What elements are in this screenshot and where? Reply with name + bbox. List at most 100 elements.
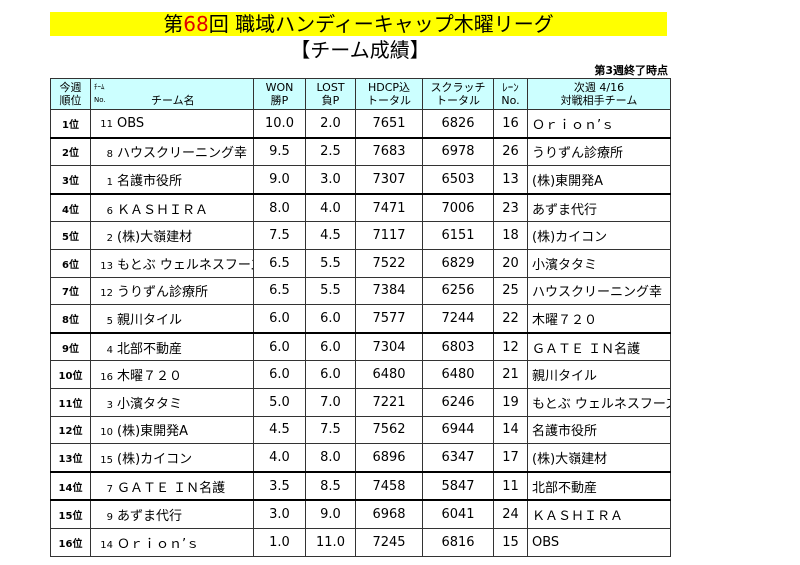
cell-hdcp: 7683 [355, 136, 423, 167]
cell-opponent: (株)カイコン [527, 221, 671, 250]
team-name: うりずん診療所 [117, 285, 209, 301]
cell-scratch: 6978 [422, 136, 494, 167]
title-suffix: 回 職域ハンディーキャップ木曜リーグ [208, 12, 554, 36]
cell-team: 9 あずま代行 [90, 499, 254, 529]
table-row: 12位 10 (株)東開発A 4.5 7.5 7562 6944 14 名護市役所 [50, 415, 671, 445]
header-team: ﾁｰﾑ No. チーム名 [90, 78, 254, 110]
team-name: ＫＡＳＨＩＲＡ [117, 202, 209, 218]
cell-won: 1.0 [253, 527, 306, 557]
cell-team: 16 木曜７２０ [90, 360, 254, 389]
cell-lost: 7.5 [305, 415, 356, 445]
team-name: 木曜７２０ [117, 369, 183, 385]
team-no: 5 [106, 315, 113, 327]
team-name: (株)東開発A [117, 424, 189, 440]
header-scratch: スクラッチ トータル [422, 78, 494, 110]
cell-won: 5.0 [253, 387, 306, 417]
cell-won: 9.0 [253, 165, 306, 195]
cell-won: 3.0 [253, 499, 306, 529]
cell-lost: 2.0 [305, 108, 356, 139]
cell-lane: 24 [493, 499, 528, 529]
cell-lost: 4.0 [305, 192, 356, 223]
team-no: 10 [100, 427, 113, 439]
cell-lane: 23 [493, 192, 528, 223]
header-next-opponent: 次週 4/16 対戦相手チーム [527, 78, 671, 110]
cell-opponent: 親川タイル [527, 360, 671, 389]
cell-team: 11 OBS [90, 108, 254, 139]
cell-lane: 16 [493, 108, 528, 139]
team-name: ハウスクリーニング幸 [117, 146, 248, 162]
cell-hdcp: 6968 [355, 499, 423, 529]
cell-won: 6.0 [253, 304, 306, 334]
cell-team: 4 北部不動産 [90, 331, 254, 362]
cell-opponent: 名護市役所 [527, 415, 671, 445]
title-prefix: 第 [163, 12, 184, 36]
cell-rank: 2位 [50, 136, 91, 167]
cell-rank: 10位 [50, 360, 91, 389]
cell-lane: 17 [493, 443, 528, 473]
cell-team: 10 (株)東開発A [90, 415, 254, 445]
cell-rank: 13位 [50, 443, 91, 473]
team-name: 親川タイル [117, 312, 183, 328]
page-subtitle: 【チーム成績】 [290, 38, 430, 62]
header-lost: LOST 負P [305, 78, 356, 110]
team-no: 11 [100, 118, 113, 130]
standings-table: 今週 順位 ﾁｰﾑ No. チーム名 WON 勝P LOST 負P HDCP込 トータル ス… [50, 78, 671, 557]
cell-team: 15 (株)カイコン [90, 443, 254, 473]
cell-scratch: 6944 [422, 415, 494, 445]
cell-won: 3.5 [253, 470, 306, 501]
cell-opponent: Ｏｒｉｏｎ’ｓ [527, 108, 671, 139]
cell-opponent: OBS [527, 527, 671, 557]
cell-opponent: (株)大嶺建材 [527, 443, 671, 473]
cell-team: 5 親川タイル [90, 304, 254, 334]
cell-opponent: ＧＡＴＥ ＩＮ名護 [527, 331, 671, 362]
cell-won: 4.0 [253, 443, 306, 473]
team-name: (株)大嶺建材 [117, 230, 193, 246]
cell-lost: 2.5 [305, 136, 356, 167]
table-row: 10位 16 木曜７２０ 6.0 6.0 6480 6480 21 親川タイル [50, 360, 671, 389]
cell-hdcp: 7117 [355, 221, 423, 250]
cell-opponent: うりずん診療所 [527, 136, 671, 167]
cell-scratch: 6826 [422, 108, 494, 139]
cell-team: 1 名護市役所 [90, 165, 254, 195]
cell-opponent: 木曜７２０ [527, 304, 671, 334]
cell-won: 6.5 [253, 276, 306, 306]
cell-scratch: 6503 [422, 165, 494, 195]
cell-lane: 13 [493, 165, 528, 195]
cell-won: 6.0 [253, 331, 306, 362]
cell-scratch: 6256 [422, 276, 494, 306]
cell-team: 3 小濱タタミ [90, 387, 254, 417]
cell-rank: 1位 [50, 108, 91, 139]
cell-lane: 11 [493, 470, 528, 501]
cell-scratch: 6480 [422, 360, 494, 389]
table-row: 16位 14 Ｏｒｉｏｎ’ｓ 1.0 11.0 7245 6816 15 OBS [50, 527, 671, 557]
team-no: 15 [100, 454, 113, 466]
cell-lost: 5.5 [305, 248, 356, 278]
league-title: 第68回 職域ハンディーキャップ木曜リーグ [50, 12, 667, 36]
cell-lost: 3.0 [305, 165, 356, 195]
cell-opponent: ハウスクリーニング幸 [527, 276, 671, 306]
team-no: 13 [100, 260, 113, 272]
table-row: 4位 6 ＫＡＳＨＩＲＡ 8.0 4.0 7471 7006 23 あずま代行 [50, 192, 671, 223]
cell-lost: 6.0 [305, 304, 356, 334]
title-number: 68 [183, 12, 209, 36]
cell-hdcp: 6896 [355, 443, 423, 473]
cell-scratch: 7244 [422, 304, 494, 334]
cell-hdcp: 7221 [355, 387, 423, 417]
cell-hdcp: 7304 [355, 331, 423, 362]
cell-rank: 14位 [50, 470, 91, 501]
cell-scratch: 6151 [422, 221, 494, 250]
cell-scratch: 7006 [422, 192, 494, 223]
cell-team: 8 ハウスクリーニング幸 [90, 136, 254, 167]
cell-rank: 15位 [50, 499, 91, 529]
cell-hdcp: 7471 [355, 192, 423, 223]
cell-lane: 12 [493, 331, 528, 362]
cell-rank: 4位 [50, 192, 91, 223]
cell-opponent: 北部不動産 [527, 470, 671, 501]
team-name: 北部不動産 [117, 341, 183, 357]
cell-lane: 18 [493, 221, 528, 250]
cell-lane: 22 [493, 304, 528, 334]
header-lane: ﾚｰﾝ No. [493, 78, 528, 110]
cell-scratch: 5847 [422, 470, 494, 501]
cell-won: 6.0 [253, 360, 306, 389]
table-row: 15位 9 あずま代行 3.0 9.0 6968 6041 24 ＫＡＳＨＩＲＡ [50, 499, 671, 529]
